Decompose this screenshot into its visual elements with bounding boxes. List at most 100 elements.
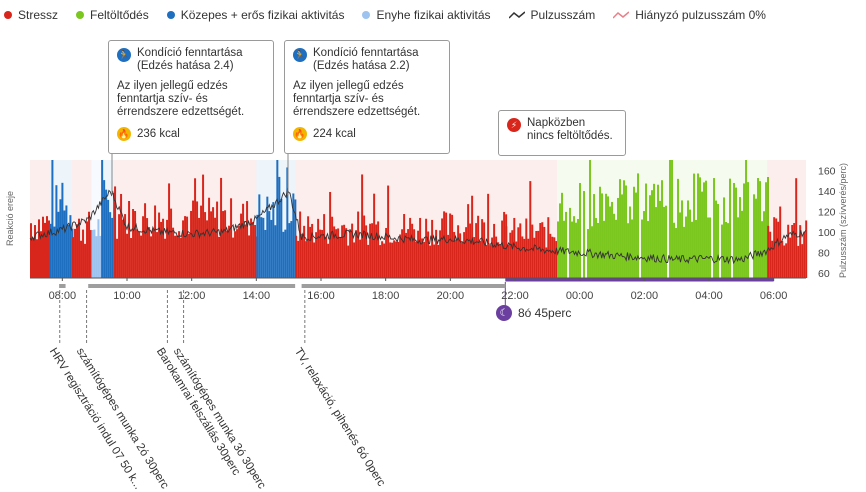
bar-stress (248, 235, 250, 278)
y-tick-label: 140 (818, 186, 836, 198)
bar-recovery (587, 229, 589, 278)
bar-stress (457, 225, 459, 278)
bar-stress (345, 228, 347, 278)
bar-stress (421, 238, 423, 278)
bar-stress (379, 245, 381, 278)
bar-stress (196, 201, 198, 278)
bar-stress (142, 216, 144, 278)
bar-stress (417, 231, 419, 278)
bar-stress (489, 245, 491, 278)
bar-stress (118, 214, 120, 278)
bar-recovery (721, 225, 723, 278)
bar-stress (793, 223, 795, 278)
bar-recovery (717, 204, 719, 278)
bar-stress (32, 238, 34, 278)
bar-stress (349, 229, 351, 278)
bar-stress (785, 243, 787, 278)
bar-recovery (765, 182, 767, 278)
legend-stress[interactable]: Stressz (4, 8, 58, 22)
bar-moderate_activity (103, 180, 105, 278)
bar-stress (389, 242, 391, 278)
bar-recovery (707, 217, 709, 278)
sleep-badge[interactable]: ☾ 8ó 45perc (496, 305, 571, 321)
bar-recovery (673, 223, 675, 278)
bar-light_activity (97, 219, 99, 278)
bar-recovery (677, 179, 679, 278)
bar-recovery (723, 197, 725, 278)
bar-stress (777, 222, 779, 278)
bar-stress (451, 215, 453, 278)
bar-recovery (569, 208, 571, 278)
legend-heart-rate[interactable]: Pulzusszám (509, 8, 596, 22)
bar-stress (170, 209, 172, 278)
bar-stress (787, 225, 789, 278)
bar-stress (46, 216, 48, 278)
bar-stress (769, 232, 771, 278)
legend-recovery[interactable]: Feltöltődés (76, 8, 149, 22)
bar-recovery (589, 160, 591, 278)
bar-stress (210, 211, 212, 278)
bar-recovery (575, 223, 577, 278)
bar-stress (323, 214, 325, 278)
legend-light-activity[interactable]: Enyhe fizikai aktivitás (362, 8, 490, 22)
bar-stress (84, 244, 86, 278)
bar-stress (202, 175, 204, 278)
y-tick-label: 60 (818, 268, 830, 280)
legend-light-activity-dot (362, 11, 370, 19)
bar-recovery (577, 219, 579, 278)
bar-moderate_activity (282, 232, 284, 278)
bar-recovery (761, 221, 763, 278)
bar-recovery (617, 198, 619, 278)
bar-stress (158, 213, 160, 278)
bar-stress (355, 230, 357, 278)
workout-tooltip-2: 🏃 Kondíció fenntartása (Edzés hatása 2.2… (284, 40, 450, 154)
bar-stress (234, 231, 236, 278)
bar-recovery (757, 178, 759, 278)
bar-light_activity (91, 230, 93, 278)
bar-stress (549, 234, 551, 278)
bar-stress (433, 245, 435, 278)
bar-stress (517, 227, 519, 278)
bar-recovery (665, 206, 667, 278)
bar-stress (483, 222, 485, 278)
bar-recovery (675, 228, 677, 278)
bar-recovery (759, 181, 761, 278)
bar-stress (34, 225, 36, 278)
bar-recovery (693, 174, 695, 278)
tooltip-1-kcal: 236 kcal (137, 128, 180, 141)
y-tick-label: 100 (818, 227, 836, 239)
bar-recovery (705, 181, 707, 278)
bar-stress (138, 232, 140, 278)
bar-stress (204, 212, 206, 278)
bar-stress (391, 243, 393, 278)
bar-stress (186, 217, 188, 278)
bar-stress (154, 205, 156, 278)
legend-moderate-activity[interactable]: Közepes + erős fizikai aktivitás (167, 8, 345, 22)
bar-stress (208, 198, 210, 278)
bar-stress (555, 241, 557, 278)
legend-missing-hr[interactable]: Hiányzó pulzusszám 0% (613, 8, 766, 22)
bar-stress (148, 227, 150, 278)
bar-stress (307, 216, 309, 278)
bar-recovery (643, 211, 645, 278)
x-tick-label: 04:00 (695, 290, 723, 302)
bar-moderate_activity (280, 199, 282, 278)
bar-moderate_activity (262, 218, 264, 278)
bar-stress (254, 225, 256, 278)
legend-heart-rate-label: Pulzusszám (531, 8, 596, 22)
bar-stress (182, 220, 184, 278)
bar-stress (76, 224, 78, 278)
bar-stress (337, 228, 339, 278)
bar-stress (455, 240, 457, 278)
bar-stress (359, 240, 361, 278)
bar-moderate_activity (57, 212, 59, 278)
bar-stress (387, 186, 389, 278)
bar-stress (419, 218, 421, 278)
bar-stress (144, 203, 146, 278)
workout-tooltip-1: 🏃 Kondíció fenntartása (Edzés hatása 2.4… (108, 40, 274, 154)
bar-stress (783, 245, 785, 278)
bar-recovery (557, 221, 559, 278)
bar-stress (246, 201, 248, 278)
x-tick-label: 10:00 (113, 290, 141, 302)
bar-stress (509, 233, 511, 278)
